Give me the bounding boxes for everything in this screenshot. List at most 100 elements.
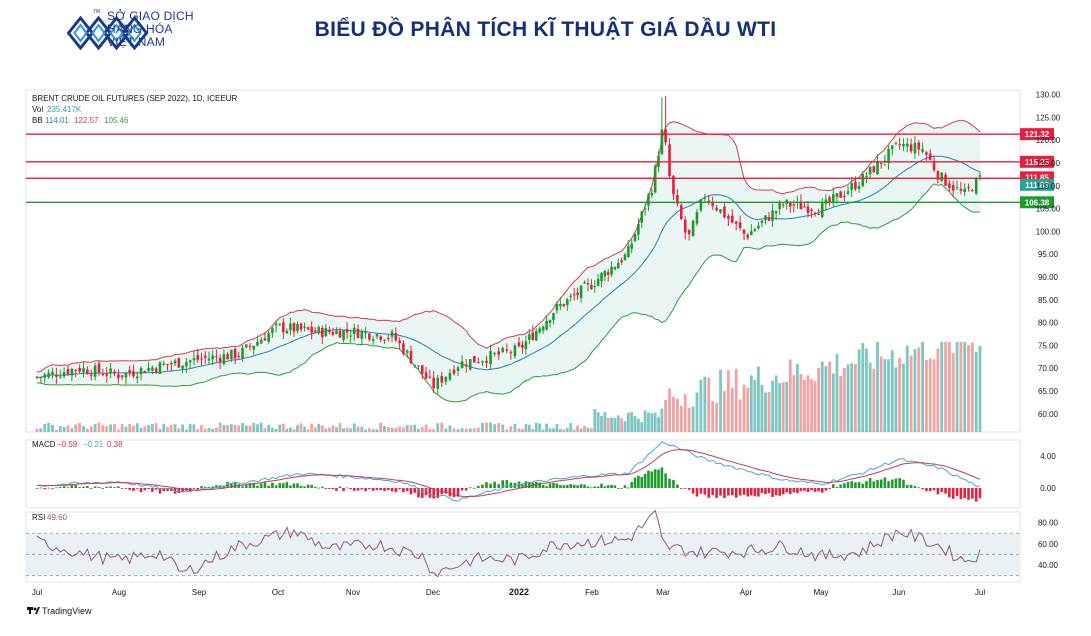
macd-histogram-bar	[627, 487, 630, 489]
rsi-axis-tick: 60.00	[1038, 540, 1059, 549]
volume-bar	[464, 428, 468, 432]
volume-bar	[218, 422, 222, 432]
candle-body	[211, 355, 214, 360]
volume-bar	[817, 368, 821, 432]
volume-bar	[43, 423, 47, 432]
volume-bar	[749, 375, 753, 432]
candle-body	[139, 368, 143, 375]
macd-histogram-bar	[436, 488, 440, 499]
candle-body	[166, 364, 169, 366]
volume-bar	[610, 417, 613, 432]
macd-histogram-bar	[562, 485, 566, 488]
macd-legend-v1: −0.59	[57, 440, 78, 449]
macd-histogram-bar	[792, 488, 796, 493]
page-title: BIỂU ĐỒ PHÂN TÍCH KĨ THUẬT GIÁ DẦU WTI	[314, 18, 777, 41]
candle-body	[501, 348, 505, 352]
price-axis-tick: 130.00	[1036, 91, 1061, 100]
vol-legend-value: 235.417K	[47, 105, 82, 114]
macd-histogram-bar	[132, 488, 135, 491]
volume-bar	[256, 424, 259, 432]
macd-histogram-bar	[271, 482, 274, 488]
volume-bar	[853, 364, 857, 432]
macd-histogram-bar	[828, 488, 831, 489]
candle-body	[169, 363, 173, 365]
macd-histogram-bar	[256, 485, 259, 488]
tradingview-brand[interactable]: TradingView	[27, 606, 92, 616]
candle-body	[586, 283, 590, 285]
volume-bar	[746, 387, 750, 432]
macd-histogram-bar	[356, 488, 360, 491]
macd-histogram-bar	[788, 488, 792, 495]
macd-histogram-bar	[43, 488, 47, 490]
macd-histogram-bar	[679, 488, 683, 489]
macd-histogram-bar	[154, 488, 158, 490]
macd-histogram-bar	[959, 488, 963, 500]
macd-histogram-bar	[420, 488, 424, 498]
macd-histogram-bar	[306, 484, 310, 488]
macd-histogram-bar	[534, 482, 538, 488]
candle-body	[647, 194, 650, 206]
level-label: 106.38	[1025, 198, 1050, 207]
macd-histogram-bar	[778, 488, 781, 496]
volume-bar	[695, 392, 699, 432]
volume-bar	[345, 427, 349, 432]
volume-bar	[62, 426, 66, 432]
candle-body	[820, 203, 824, 217]
volume-bar	[352, 423, 356, 432]
volume-bar	[626, 412, 630, 432]
volume-bar	[154, 422, 158, 432]
volume-bar	[902, 363, 905, 432]
volume-bar	[850, 363, 854, 432]
volume-bar	[806, 375, 810, 432]
macd-histogram-bar	[528, 482, 531, 488]
candle-body	[368, 333, 371, 340]
volume-bar	[723, 390, 726, 432]
volume-bar	[944, 342, 947, 432]
macd-histogram-bar	[898, 477, 901, 488]
volume-bar	[109, 424, 113, 432]
candle-body	[757, 225, 760, 229]
time-axis-tick: Mar	[656, 588, 670, 597]
volume-bar	[558, 429, 562, 432]
candle-body	[237, 356, 241, 358]
macd-legend-v3: 0.38	[107, 440, 123, 449]
volume-bar	[371, 429, 375, 432]
macd-histogram-bar	[285, 481, 289, 488]
macd-histogram-bar	[699, 488, 703, 494]
macd-histogram-bar	[352, 488, 356, 491]
candle-body	[691, 220, 695, 237]
candle-body	[154, 368, 158, 372]
candle-body	[579, 285, 583, 299]
volume-bar	[803, 379, 806, 432]
macd-signal-line	[37, 449, 981, 498]
candle-body	[244, 344, 248, 348]
candle-body	[620, 260, 623, 263]
macd-histogram-bar	[630, 482, 633, 488]
candle-body	[379, 336, 383, 340]
volume-bar	[501, 424, 505, 432]
volume-bar	[476, 427, 480, 432]
candle-body	[420, 365, 424, 374]
macd-histogram-bar	[647, 470, 650, 488]
volume-bar	[278, 424, 282, 432]
rsi-axis-tick: 40.00	[1038, 561, 1059, 570]
volume-bar	[679, 405, 683, 432]
volume-bar	[401, 427, 405, 432]
candle-body	[545, 320, 548, 330]
candle-body	[767, 216, 771, 221]
candle-body	[734, 221, 738, 224]
macd-histogram-bar	[143, 488, 147, 491]
candle-body	[109, 368, 112, 374]
rsi-legend-value: 49.60	[47, 513, 68, 522]
candle-body	[383, 339, 386, 341]
candle-body	[909, 144, 913, 152]
macd-histogram-bar	[691, 488, 695, 494]
macd-histogram-bar	[468, 487, 472, 489]
macd-histogram-bar	[576, 485, 579, 488]
macd-histogram-bar	[66, 487, 70, 489]
macd-histogram-bar	[207, 487, 211, 488]
candle-body	[35, 376, 39, 378]
macd-histogram-bar	[226, 481, 229, 488]
bb-legend-label: BB	[32, 116, 43, 125]
